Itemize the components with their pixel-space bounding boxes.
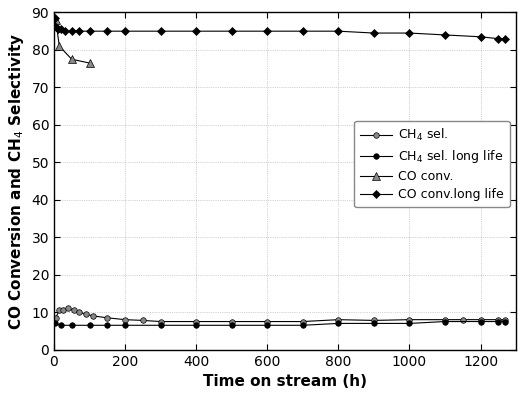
CH$_4$ sel. long life: [104, 323, 110, 327]
CH$_4$ sel. long life: [52, 321, 58, 326]
CH$_4$ sel.: [56, 308, 62, 313]
CO conv.long life: [502, 36, 508, 41]
CH$_4$ sel.: [477, 317, 484, 322]
CO conv.long life: [193, 29, 199, 34]
Y-axis label: CO Conversion and CH$_4$ Selectivity: CO Conversion and CH$_4$ Selectivity: [7, 32, 26, 330]
CO conv.: [86, 61, 93, 65]
Line: CH$_4$ sel. long life: CH$_4$ sel. long life: [52, 319, 508, 328]
CO conv.long life: [495, 36, 502, 41]
CO conv.long life: [58, 27, 64, 32]
CH$_4$ sel.: [60, 308, 66, 313]
CO conv.long life: [69, 29, 75, 34]
CH$_4$ sel.: [65, 306, 71, 311]
CH$_4$ sel. long life: [157, 323, 164, 327]
CH$_4$ sel.: [193, 319, 199, 324]
CO conv.: [56, 44, 62, 49]
CH$_4$ sel.: [442, 317, 448, 322]
CH$_4$ sel.: [495, 317, 502, 322]
CO conv.: [53, 17, 59, 22]
CO conv.long life: [104, 29, 110, 34]
CO conv.long life: [52, 16, 58, 21]
CO conv.long life: [62, 29, 68, 34]
Line: CH$_4$ sel.: CH$_4$ sel.: [53, 306, 508, 324]
CH$_4$ sel.: [460, 317, 466, 322]
CH$_4$ sel. long life: [442, 319, 448, 324]
CH$_4$ sel.: [83, 312, 89, 316]
Legend: CH$_4$ sel., CH$_4$ sel. long life, CO conv., CO conv.long life: CH$_4$ sel., CH$_4$ sel. long life, CO c…: [354, 121, 510, 208]
CH$_4$ sel. long life: [477, 319, 484, 324]
CH$_4$ sel. long life: [502, 319, 508, 324]
CO conv.long life: [86, 29, 93, 34]
CO conv.long life: [406, 30, 413, 35]
CO conv.long life: [264, 29, 270, 34]
CO conv.: [69, 57, 75, 62]
CH$_4$ sel.: [229, 319, 235, 324]
CH$_4$ sel. long life: [122, 323, 128, 327]
CH$_4$ sel.: [371, 318, 377, 323]
CO conv.long life: [335, 29, 342, 34]
CH$_4$ sel.: [502, 317, 508, 322]
CH$_4$ sel. long life: [335, 321, 342, 326]
CH$_4$ sel. long life: [58, 323, 64, 327]
CO conv.long life: [442, 32, 448, 37]
CH$_4$ sel. long life: [193, 323, 199, 327]
CH$_4$ sel.: [71, 308, 77, 313]
CO conv.long life: [122, 29, 128, 34]
Line: CO conv.long life: CO conv.long life: [52, 15, 508, 42]
CO conv.long life: [157, 29, 164, 34]
CH$_4$ sel.: [76, 310, 82, 314]
CH$_4$ sel.: [122, 317, 128, 322]
CH$_4$ sel.: [300, 319, 306, 324]
CH$_4$ sel. long life: [264, 323, 270, 327]
CH$_4$ sel.: [157, 319, 164, 324]
CH$_4$ sel. long life: [371, 321, 377, 326]
X-axis label: Time on stream (h): Time on stream (h): [203, 374, 367, 389]
CH$_4$ sel. long life: [69, 323, 75, 327]
Line: CO conv.: CO conv.: [52, 16, 94, 67]
CH$_4$ sel.: [140, 318, 146, 323]
CO conv.long life: [477, 34, 484, 39]
CO conv.long life: [371, 30, 377, 35]
CH$_4$ sel. long life: [300, 323, 306, 327]
CH$_4$ sel. long life: [495, 319, 502, 324]
CO conv.long life: [54, 27, 61, 32]
CO conv.long life: [300, 29, 306, 34]
CH$_4$ sel.: [406, 317, 413, 322]
CO conv.long life: [53, 25, 59, 30]
CH$_4$ sel.: [104, 316, 110, 320]
CH$_4$ sel. long life: [406, 321, 413, 326]
CH$_4$ sel. long life: [229, 323, 235, 327]
CO conv.long life: [229, 29, 235, 34]
CH$_4$ sel. long life: [86, 323, 93, 327]
CH$_4$ sel.: [53, 316, 59, 320]
CH$_4$ sel.: [335, 317, 342, 322]
CH$_4$ sel.: [90, 314, 96, 318]
CO conv.long life: [76, 29, 82, 34]
CH$_4$ sel.: [264, 319, 270, 324]
